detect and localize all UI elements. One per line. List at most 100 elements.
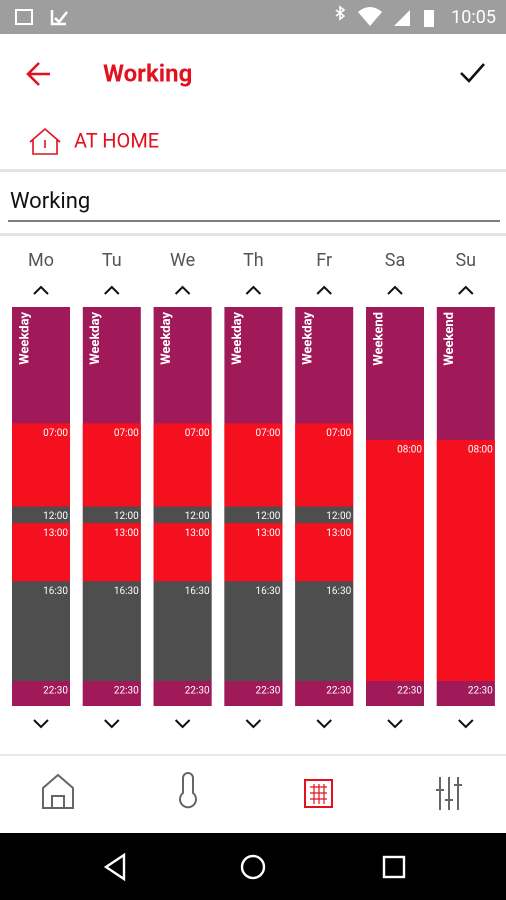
scroll-down[interactable] (174, 719, 191, 729)
time-segment[interactable] (224, 506, 283, 524)
schedule-name-input[interactable]: Working (10, 189, 90, 214)
system-nav-bar (0, 833, 506, 900)
time-segment[interactable] (82, 681, 141, 706)
nav-home[interactable] (42, 773, 74, 809)
signal-icon (394, 10, 410, 26)
time-segment[interactable] (12, 681, 70, 706)
week-schedule: Mo 07:00 12:00 13:00 16:30 22:30 Weekday Tu 07:0… (12, 250, 495, 729)
time-segment[interactable] (224, 581, 283, 682)
segment-start-time: 08:00 (397, 445, 422, 456)
scroll-up[interactable] (245, 285, 262, 295)
time-segment[interactable] (366, 440, 424, 682)
mode-label[interactable]: AT HOME (74, 128, 159, 152)
segment-start-time: 22:30 (468, 686, 493, 697)
profile-label: Weekday (159, 312, 174, 365)
day-column[interactable]: 07:00 12:00 13:00 16:30 22:30 Weekday (295, 307, 354, 706)
segment-start-time: 13:00 (185, 528, 210, 539)
time-segment[interactable] (224, 523, 283, 582)
time-segment[interactable] (153, 506, 212, 524)
segment-start-time: 07:00 (114, 428, 139, 439)
day-column[interactable]: 07:00 12:00 13:00 16:30 22:30 Weekday (82, 307, 141, 706)
back-button[interactable] (26, 62, 50, 86)
day-column[interactable]: 08:00 22:30 Weekend (366, 307, 424, 706)
time-segment[interactable] (12, 523, 70, 582)
scroll-down[interactable] (387, 719, 403, 729)
time-segment[interactable] (82, 523, 141, 582)
scroll-up[interactable] (33, 285, 49, 295)
time-segment[interactable] (295, 681, 354, 706)
status-bar (0, 0, 506, 34)
divider (0, 169, 506, 172)
day-name: Fr (316, 250, 332, 271)
segment-start-time: 12:00 (326, 511, 351, 522)
system-recents[interactable] (382, 855, 406, 879)
scroll-down[interactable] (458, 719, 474, 729)
segment-start-time: 13:00 (43, 528, 68, 539)
nav-settings[interactable] (436, 777, 462, 810)
segment-start-time: 12:00 (255, 511, 280, 522)
scroll-down[interactable] (33, 719, 49, 729)
scroll-up[interactable] (387, 285, 403, 295)
segment-start-time: 22:30 (185, 686, 210, 697)
nav-temperature[interactable] (179, 772, 197, 809)
profile-label: Weekday (17, 312, 32, 365)
day-name: We (170, 250, 195, 271)
battery-icon (424, 10, 434, 27)
scroll-up[interactable] (174, 285, 191, 295)
time-segment[interactable] (436, 440, 495, 682)
day-column[interactable]: 07:00 12:00 13:00 16:30 22:30 Weekday (12, 307, 70, 706)
segment-start-time: 16:30 (114, 586, 139, 597)
scroll-up[interactable] (458, 285, 474, 295)
time-segment[interactable] (224, 681, 283, 706)
segment-start-time: 22:30 (43, 686, 68, 697)
segment-start-time: 16:30 (185, 586, 210, 597)
scroll-down[interactable] (245, 719, 262, 729)
segment-start-time: 16:30 (326, 586, 351, 597)
scroll-up[interactable] (104, 285, 120, 295)
scroll-down[interactable] (104, 719, 120, 729)
time-segment[interactable] (153, 681, 212, 706)
segment-start-time: 07:00 (185, 428, 210, 439)
profile-label: Weekday (230, 312, 245, 365)
time-segment[interactable] (12, 581, 70, 682)
day-name: Th (243, 250, 264, 271)
segment-start-time: 12:00 (185, 511, 210, 522)
day-column[interactable]: 07:00 12:00 13:00 16:30 22:30 Weekday (224, 307, 283, 706)
nav-schedule[interactable] (304, 779, 333, 808)
system-home[interactable] (240, 854, 266, 880)
segment-start-time: 12:00 (43, 511, 68, 522)
day-column[interactable]: 07:00 12:00 13:00 16:30 22:30 Weekday (153, 307, 212, 706)
time-segment[interactable] (224, 423, 283, 507)
time-segment[interactable] (295, 423, 354, 507)
segment-start-time: 16:30 (255, 586, 280, 597)
time-segment[interactable] (295, 581, 354, 682)
segment-start-time: 08:00 (468, 445, 493, 456)
day-column[interactable]: 08:00 22:30 Weekend (436, 307, 495, 706)
time-segment[interactable] (12, 423, 70, 507)
time-segment[interactable] (82, 506, 141, 524)
time-segment[interactable] (82, 423, 141, 507)
system-back[interactable] (103, 852, 126, 882)
nav-schedule-grid[interactable] (310, 784, 327, 804)
day-name: Tu (102, 250, 122, 271)
nav-schedule-frame[interactable] (304, 779, 333, 808)
time-segment[interactable] (153, 423, 212, 507)
time-segment[interactable] (153, 581, 212, 682)
divider (0, 233, 506, 236)
time-segment[interactable] (436, 681, 495, 706)
scroll-up[interactable] (316, 285, 332, 295)
time-segment[interactable] (366, 681, 424, 706)
scroll-down[interactable] (316, 719, 332, 729)
home-mode-icon (29, 127, 61, 155)
status-icon (15, 9, 33, 25)
time-segment[interactable] (295, 523, 354, 582)
profile-label: Weekend (371, 312, 386, 366)
segment-start-time: 22:30 (255, 686, 280, 697)
profile-label: Weekday (88, 312, 103, 365)
time-segment[interactable] (153, 523, 212, 582)
time-segment[interactable] (82, 581, 141, 682)
confirm-button[interactable] (460, 63, 485, 83)
time-segment[interactable] (295, 506, 354, 524)
segment-start-time: 13:00 (255, 528, 280, 539)
time-segment[interactable] (12, 506, 70, 524)
